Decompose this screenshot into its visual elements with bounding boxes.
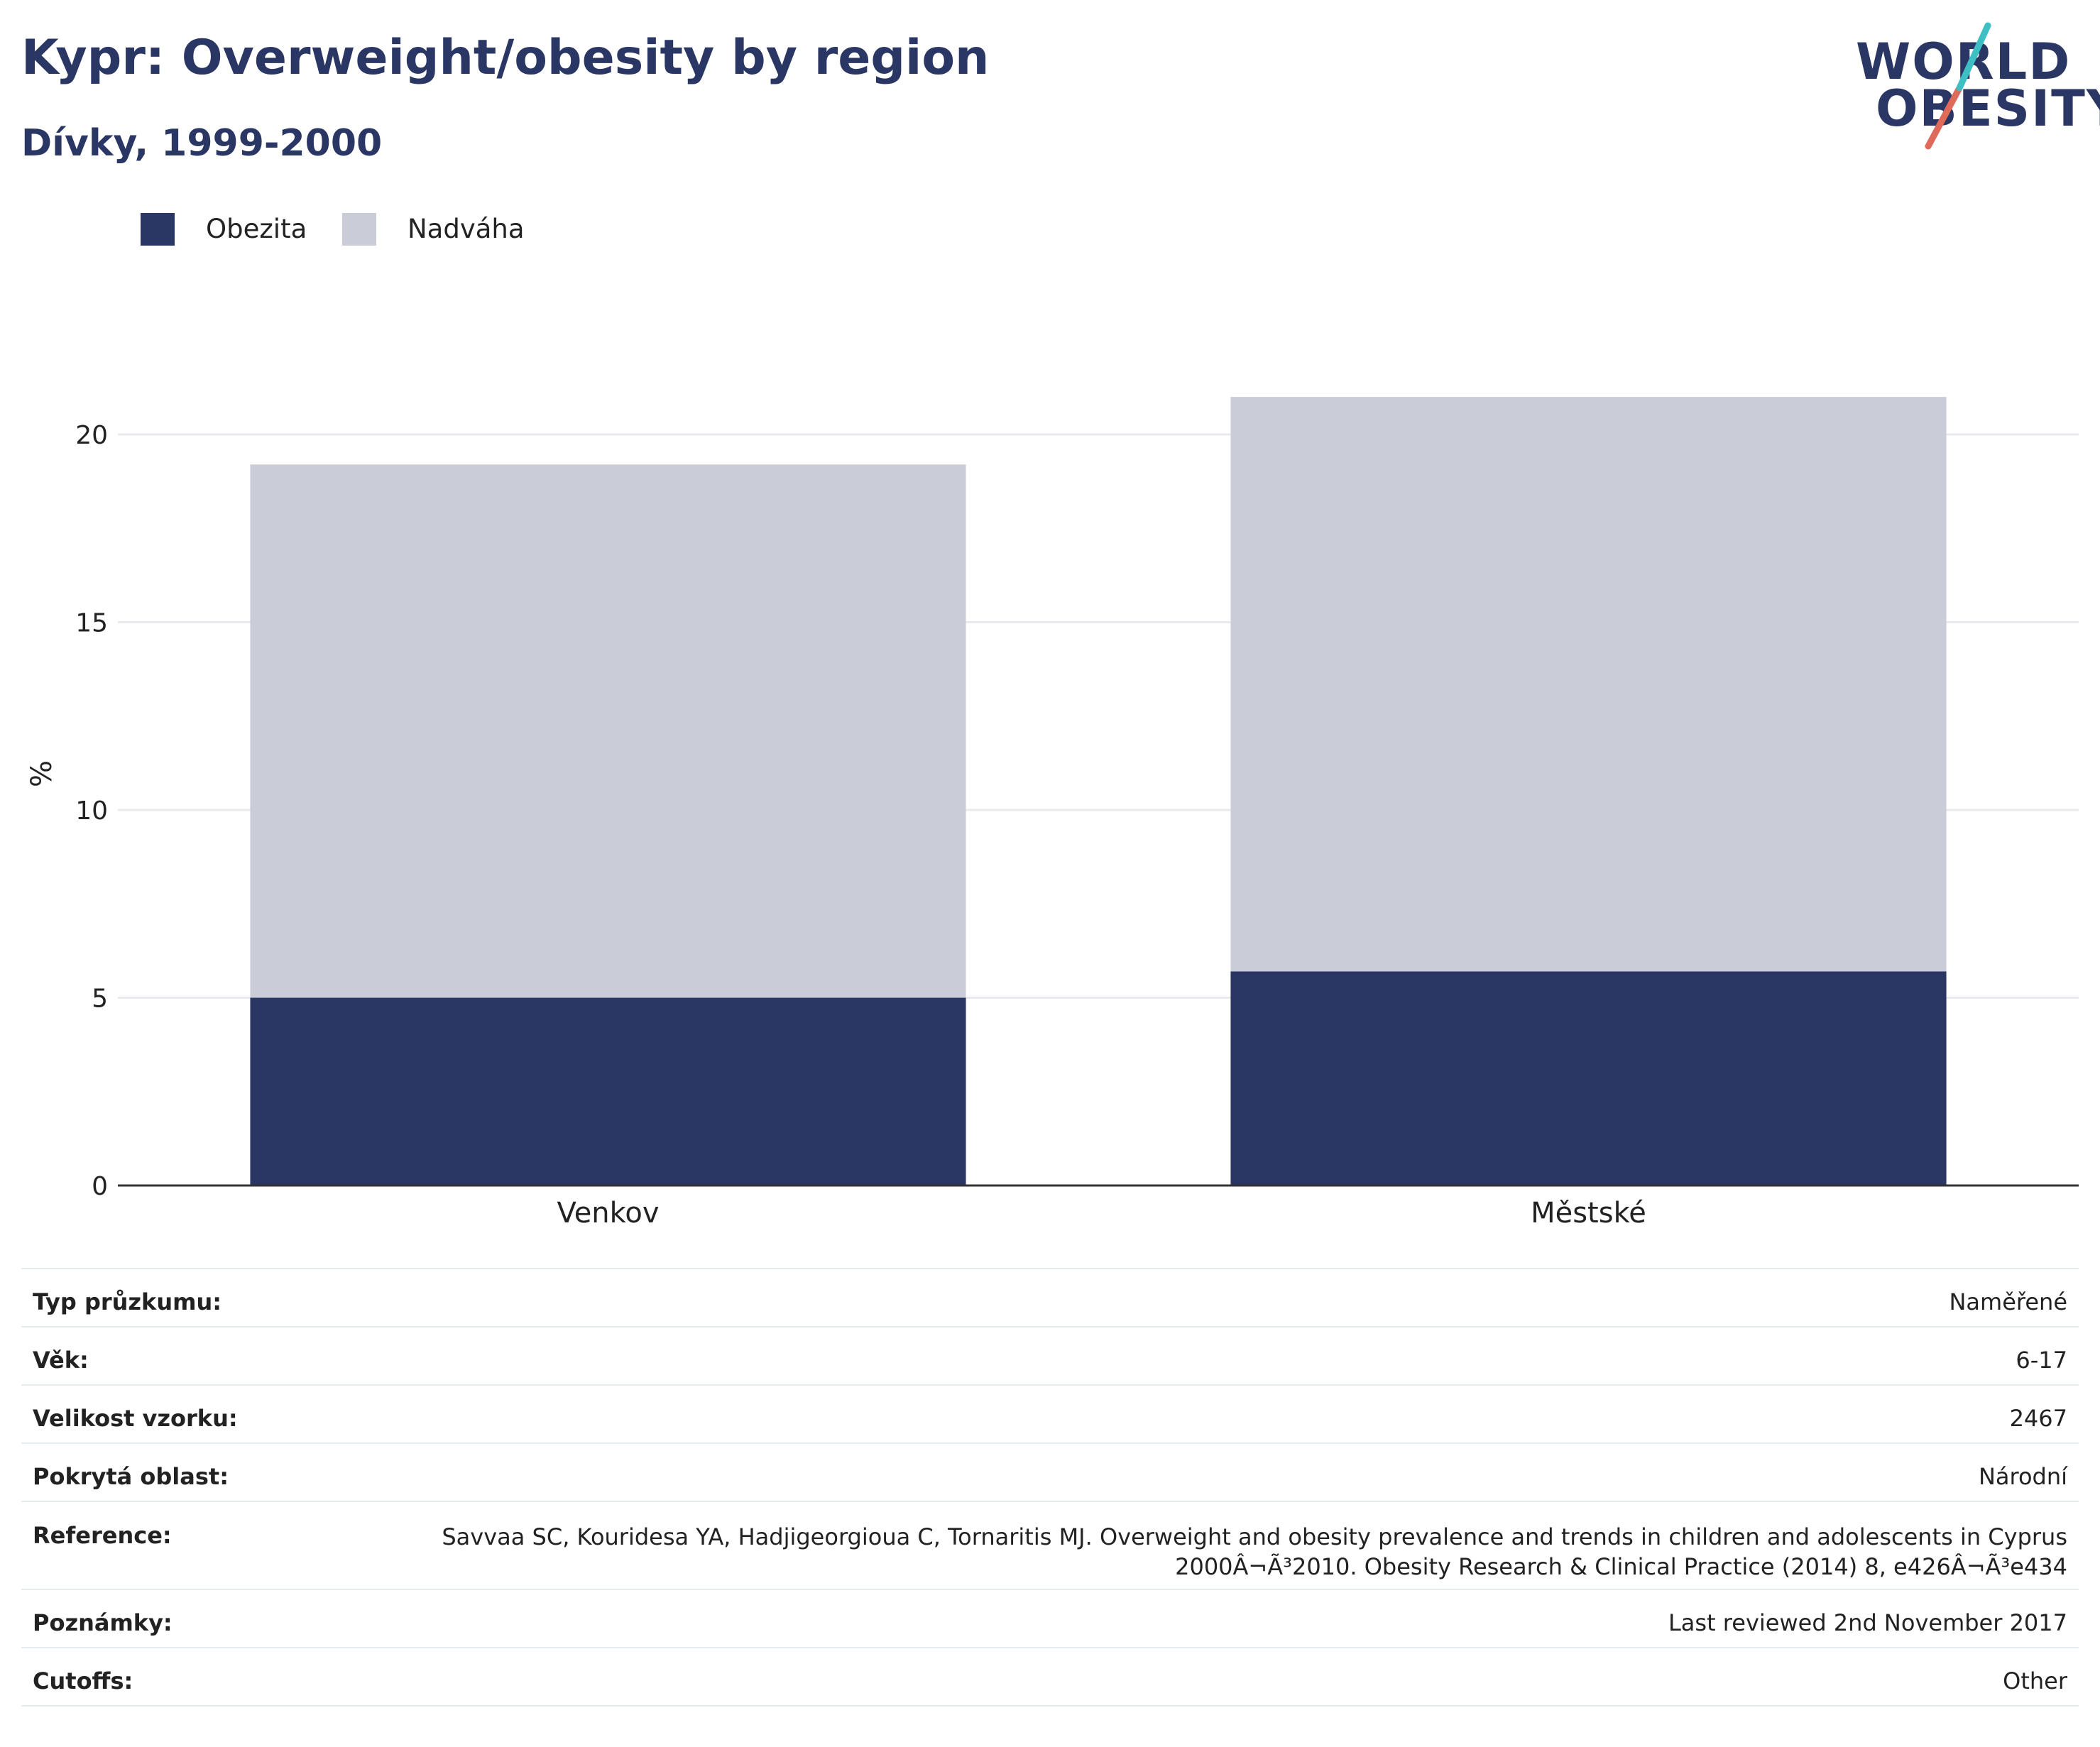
bar-nadv-ha (250, 464, 966, 998)
info-value: 2467 (2009, 1405, 2067, 1432)
legend-label-nadvaha: Nadváha (408, 214, 525, 244)
y-axis-title: % (26, 760, 58, 787)
info-row-notes: Poznámky: Last reviewed 2nd November 201… (21, 1590, 2079, 1648)
bar-nadv-ha (1230, 397, 1947, 972)
logo-slash-icon (1925, 22, 1991, 150)
info-value: Savvaa SC, Kouridesa YA, Hadjigeorgioua … (442, 1523, 2067, 1580)
info-value: Naměřené (1949, 1288, 2067, 1315)
info-value: Other (2003, 1667, 2067, 1694)
bar-obezita (1230, 971, 1947, 1185)
bar-obezita (250, 997, 966, 1185)
info-key: Cutoffs: (33, 1667, 133, 1694)
y-tick-label: 0 (92, 1172, 108, 1201)
info-key: Věk: (33, 1347, 89, 1374)
info-row-sample-size: Velikost vzorku: 2467 (21, 1386, 2079, 1444)
chart-subtitle: Dívky, 1999-2000 (21, 122, 383, 165)
survey-info-table: Typ průzkumu: Naměřené Věk: 6-17 Velikos… (21, 1268, 2079, 1707)
logo-text-line2: OBESITY (1876, 80, 2100, 138)
info-key: Typ průzkumu: (33, 1288, 222, 1315)
legend-swatch-obezita (141, 213, 175, 246)
legend-label-obezita: Obezita (206, 214, 307, 244)
info-key: Reference: (33, 1522, 172, 1549)
world-obesity-logo: WORLD OBESITY (1846, 20, 2100, 155)
info-value: Last reviewed 2nd November 2017 (1668, 1609, 2067, 1636)
info-row-cutoffs: Cutoffs: Other (21, 1648, 2079, 1707)
info-value: 6-17 (2016, 1347, 2067, 1374)
info-value: Národní (1978, 1463, 2067, 1490)
y-tick-label: 5 (92, 985, 108, 1014)
y-tick-label: 10 (75, 796, 108, 826)
info-row-area-covered: Pokrytá oblast: Národní (21, 1444, 2079, 1502)
info-row-age: Věk: 6-17 (21, 1327, 2079, 1386)
y-tick-label: 15 (75, 609, 108, 638)
stacked-bar-chart: 0 5 10 15 20% Venkov Městské (26, 397, 2079, 1230)
info-key: Velikost vzorku: (33, 1405, 238, 1432)
y-tick-label: 20 (75, 421, 108, 450)
info-row-survey-type: Typ průzkumu: Naměřené (21, 1269, 2079, 1327)
info-key: Poznámky: (33, 1609, 173, 1636)
info-key: Pokrytá oblast: (33, 1463, 229, 1490)
chart-title: Kypr: Overweight/obesity by region (21, 30, 990, 86)
x-tick-label: Městské (1531, 1197, 1646, 1230)
info-row-reference: Reference: Savvaa SC, Kouridesa YA, Hadj… (21, 1502, 2079, 1590)
x-tick-label: Venkov (557, 1197, 659, 1230)
legend-swatch-nadvaha (342, 213, 376, 246)
